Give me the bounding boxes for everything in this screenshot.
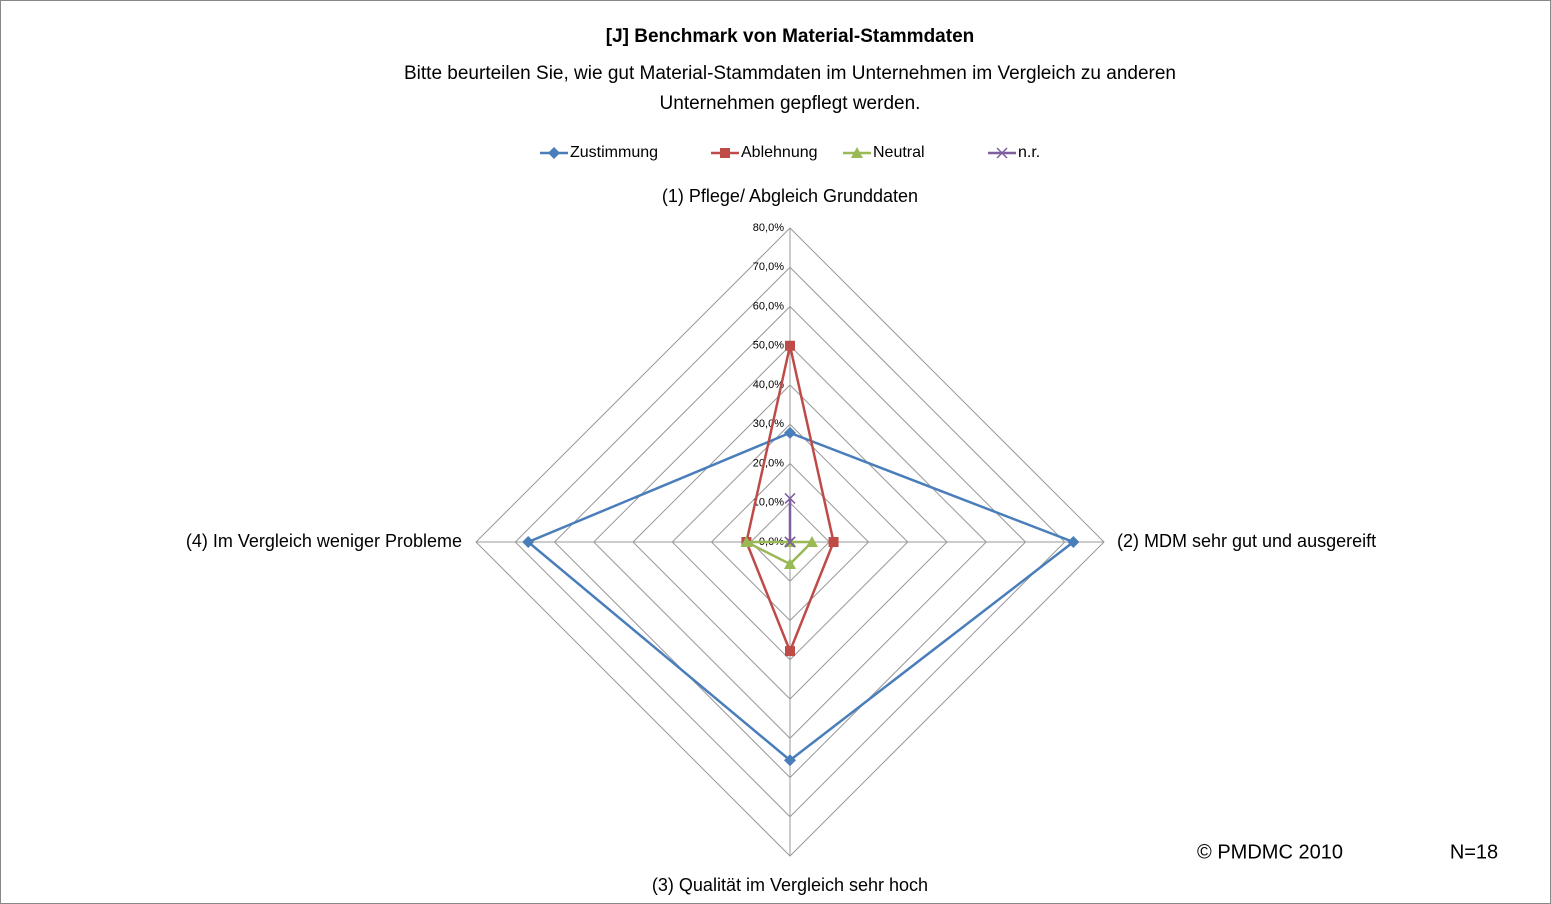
category-label: (1) Pflege/ Abgleich Grunddaten xyxy=(662,186,918,206)
marker xyxy=(1067,536,1080,548)
chart-subtitle: Unternehmen gepflegt werden. xyxy=(660,93,921,114)
category-label: (4) Im Vergleich weniger Probleme xyxy=(186,531,462,551)
marker xyxy=(720,148,730,158)
marker xyxy=(785,340,795,351)
annotation: © PMDMC 2010 xyxy=(1197,841,1343,863)
marker xyxy=(851,147,863,158)
chart-title: [J] Benchmark von Material-Stammdaten xyxy=(606,26,975,47)
marker xyxy=(522,536,535,548)
y-tick-label: 80,0% xyxy=(753,222,784,234)
marker xyxy=(785,646,795,657)
category-label: (2) MDM sehr gut und ausgereift xyxy=(1117,531,1376,551)
marker xyxy=(805,536,818,547)
y-tick-label: 40,0% xyxy=(753,379,784,391)
y-tick-label: 30,0% xyxy=(753,418,784,430)
marker xyxy=(784,536,796,548)
marker xyxy=(784,557,796,569)
chart-subtitle: Bitte beurteilen Sie, wie gut Material-S… xyxy=(404,63,1176,84)
legend-label: n.r. xyxy=(1018,144,1040,161)
y-tick-label: 10,0% xyxy=(753,497,784,509)
y-tick-label: 20,0% xyxy=(753,457,784,469)
y-tick-label: 60,0% xyxy=(753,300,784,312)
category-label: (3) Qualität im Vergleich sehr hoch xyxy=(652,875,928,895)
y-tick-label: 70,0% xyxy=(753,261,784,273)
legend-label: Zustimmung xyxy=(570,144,658,161)
marker xyxy=(784,754,796,767)
y-tick-label: 50,0% xyxy=(753,340,784,352)
annotation: N=18 xyxy=(1450,841,1498,863)
marker xyxy=(784,426,796,439)
marker xyxy=(740,536,753,547)
marker xyxy=(996,147,1008,159)
marker xyxy=(784,492,796,504)
marker xyxy=(828,537,839,547)
legend-label: Neutral xyxy=(873,144,925,161)
legend-label: Ablehnung xyxy=(741,144,818,161)
marker xyxy=(548,147,560,159)
